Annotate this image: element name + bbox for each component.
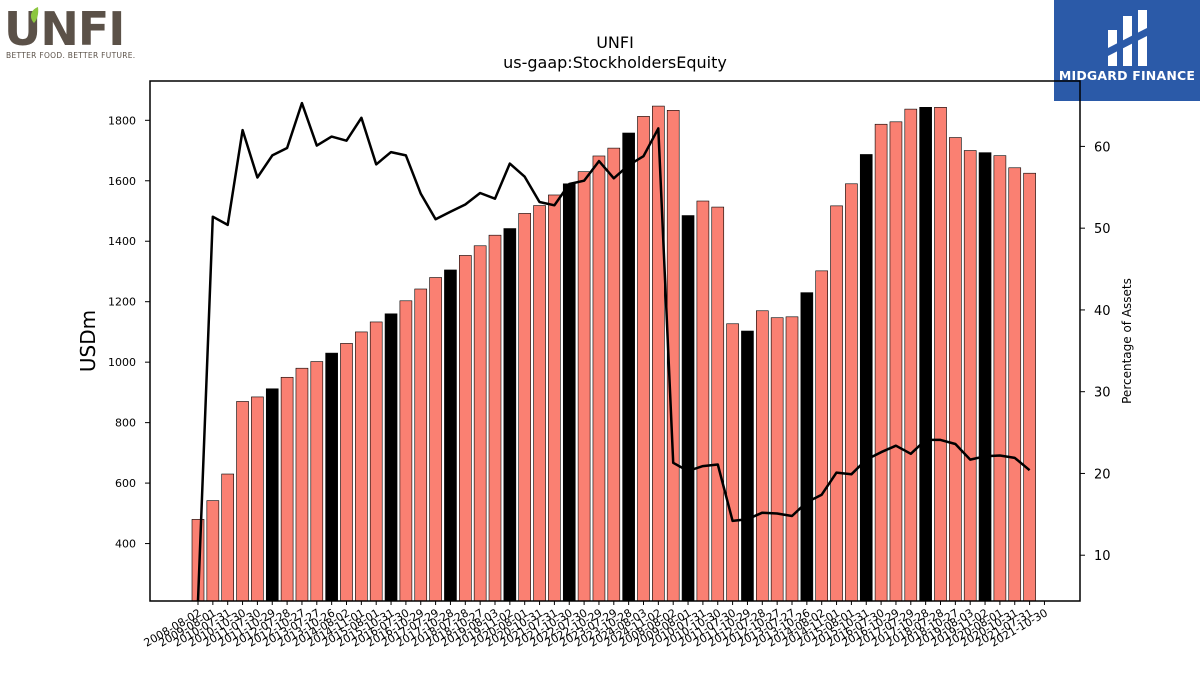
bar: [874, 123, 888, 602]
y-axis-label: USDm: [76, 310, 100, 372]
bar: [369, 321, 383, 602]
bar: [785, 316, 799, 602]
bar: [488, 234, 502, 602]
bar: [919, 107, 932, 602]
y2-tick-label: 50: [1094, 222, 1111, 237]
chart-title: UNFI: [596, 33, 634, 52]
y-tick-label: 400: [115, 538, 136, 551]
bar: [978, 152, 992, 602]
midgard-mark-icon: [1108, 10, 1147, 66]
y-tick-label: 1400: [108, 235, 136, 248]
y-tick-label: 600: [115, 477, 136, 490]
midgard-finance-name: MIDGARD FINANCE: [1058, 68, 1196, 83]
y2-tick-label: 40: [1094, 304, 1111, 319]
bar: [592, 155, 606, 602]
y2-tick-label: 60: [1094, 140, 1111, 155]
bar: [711, 206, 725, 602]
y2-axis-label: Percentage of Assets: [1120, 278, 1134, 404]
y2-tick-label: 10: [1094, 549, 1111, 564]
bar: [399, 300, 413, 602]
leaf-icon: [30, 7, 39, 23]
bar: [310, 361, 324, 602]
unfi-logo: UNFI BETTER FOOD. BETTER FUTURE.: [4, 2, 135, 64]
bar: [1008, 167, 1022, 602]
y2-tick-label: 30: [1094, 386, 1111, 401]
bar: [458, 255, 472, 602]
plot-frame: [149, 80, 1081, 602]
bar: [325, 352, 338, 602]
bar: [518, 213, 532, 602]
bar: [577, 171, 591, 602]
bar: [236, 401, 249, 602]
chart-subtitle: us-gaap:StockholdersEquity: [503, 53, 727, 72]
bar: [622, 132, 635, 602]
bar: [800, 292, 814, 602]
bar: [830, 205, 843, 602]
line-series: [196, 101, 1031, 602]
bar: [414, 288, 428, 602]
unfi-logo-wordmark: UNFI: [4, 2, 125, 56]
bar: [607, 147, 621, 602]
bar: [963, 150, 977, 602]
y-tick-label: 800: [115, 417, 136, 430]
bar: [265, 388, 279, 602]
bar: [696, 200, 710, 602]
x-axis: 2008-08-022009-08-012010-07-312010-10-30…: [142, 601, 1050, 650]
bar-series: [191, 105, 1036, 602]
bar: [562, 183, 576, 602]
bar: [295, 367, 309, 602]
midgard-finance-logo: MIDGARD FINANCE: [1054, 0, 1200, 101]
bar: [859, 154, 873, 602]
bar: [1023, 172, 1036, 602]
bar: [473, 245, 487, 602]
bar: [845, 183, 858, 602]
bar: [384, 313, 398, 602]
bar: [206, 500, 220, 602]
bar: [221, 473, 234, 602]
bar: [251, 396, 264, 602]
y-tick-label: 1000: [108, 356, 136, 369]
y-axis-left: 400 600 800 1000 1200 1400 1600 1800: [108, 114, 150, 551]
bar: [741, 330, 754, 602]
bar: [755, 310, 769, 602]
bar: [355, 331, 368, 602]
y2-tick-label: 20: [1094, 467, 1111, 482]
bar: [726, 323, 739, 602]
y-tick-label: 1200: [108, 296, 136, 309]
bar: [934, 107, 947, 602]
unfi-logo-tagline: BETTER FOOD. BETTER FUTURE.: [6, 51, 136, 60]
bar: [993, 155, 1007, 602]
bar: [340, 343, 353, 602]
bar: [681, 215, 695, 602]
bar: [770, 317, 784, 602]
bar: [949, 137, 962, 602]
bar: [503, 228, 517, 602]
percentage-line: [196, 101, 1031, 602]
bar: [889, 121, 903, 602]
bar: [533, 205, 546, 602]
bar: [904, 108, 918, 602]
y-tick-label: 1600: [108, 175, 136, 188]
bar: [444, 269, 457, 602]
y-axis-right: 10 20 30 40 50 60: [1080, 140, 1111, 564]
bar: [637, 116, 650, 602]
bar: [280, 376, 294, 602]
bar: [815, 270, 829, 602]
bar: [548, 194, 561, 602]
bar: [429, 277, 442, 602]
y-tick-label: 1800: [108, 114, 136, 127]
bar: [652, 105, 665, 602]
